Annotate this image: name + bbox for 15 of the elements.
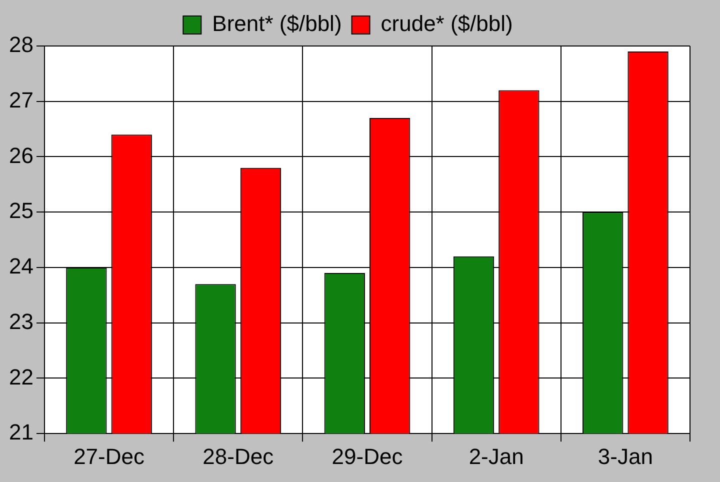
legend-label: crude* ($/bbl)	[380, 11, 513, 36]
legend-label: Brent* ($/bbl)	[212, 11, 342, 36]
y-tick-label: 21	[8, 420, 34, 445]
y-tick-label: 28	[8, 32, 34, 58]
y-tick-label: 27	[8, 87, 34, 112]
y-tick-label: 23	[8, 308, 34, 334]
y-tick-label: 25	[8, 198, 34, 224]
x-tick-label: 29-Dec	[332, 444, 403, 469]
x-tick-label: 2-Jan	[468, 444, 524, 469]
x-tick-label: 3-Jan	[598, 444, 653, 469]
y-tick-label: 24	[8, 254, 34, 279]
y-tick-label: 22	[8, 364, 34, 390]
x-tick-label: 28-Dec	[202, 444, 274, 469]
x-tick-label: 27-Dec	[74, 444, 144, 469]
y-tick-label: 26	[8, 142, 34, 168]
